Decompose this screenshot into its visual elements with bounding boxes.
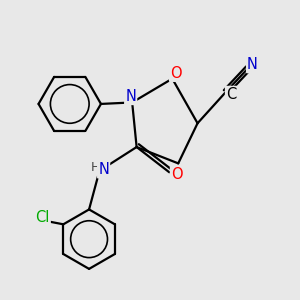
Text: N: N [98, 162, 109, 177]
Text: Cl: Cl [35, 210, 50, 225]
Text: O: O [171, 167, 183, 182]
Text: H: H [91, 161, 101, 174]
Text: N: N [125, 89, 136, 104]
Text: C: C [226, 87, 236, 102]
Text: O: O [170, 66, 182, 81]
Text: N: N [247, 57, 258, 72]
